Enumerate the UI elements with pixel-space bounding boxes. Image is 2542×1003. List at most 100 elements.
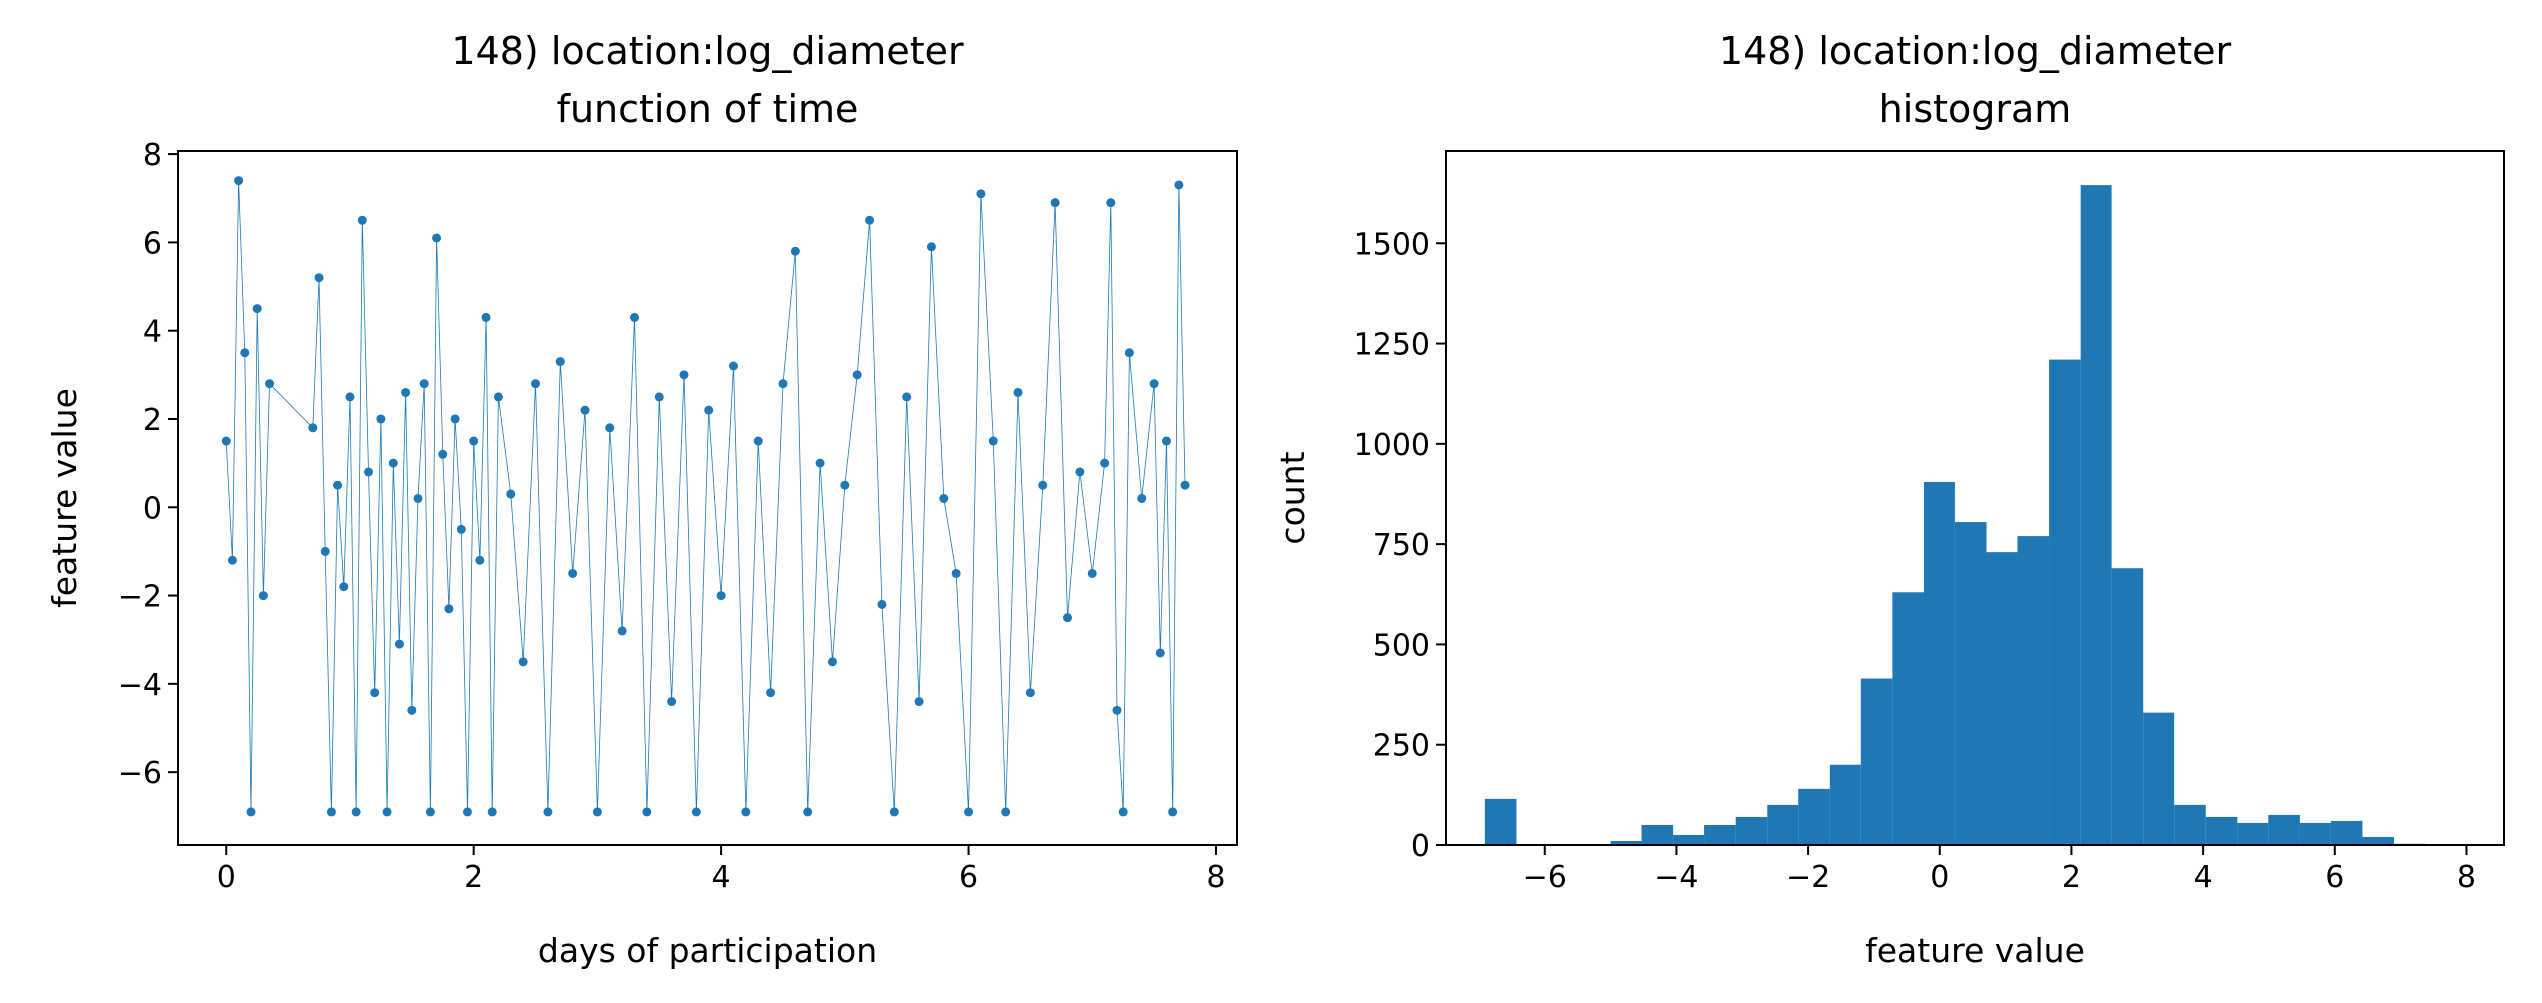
data-point: [704, 405, 714, 415]
data-point: [481, 312, 491, 322]
data-point: [1118, 807, 1128, 817]
data-point: [592, 807, 602, 817]
histogram-bar: [2268, 814, 2300, 845]
data-point: [1168, 807, 1178, 817]
data-point: [988, 436, 998, 446]
data-point: [964, 807, 974, 817]
data-point: [1063, 613, 1073, 623]
data-point: [227, 555, 237, 565]
y-tick-label: 0: [1411, 829, 1430, 864]
histogram-bar: [1767, 804, 1799, 845]
data-point: [518, 657, 528, 667]
data-point: [1087, 568, 1097, 578]
histogram-bar: [1986, 552, 2018, 845]
y-tick-label: 1000: [1354, 428, 1430, 463]
data-point: [803, 807, 813, 817]
data-point: [401, 387, 411, 397]
x-tick-label: 0: [1930, 860, 1949, 895]
y-tick-label: 1500: [1354, 227, 1430, 262]
histogram-bar: [1860, 678, 1893, 845]
data-point: [419, 379, 429, 389]
plot-area: [1484, 185, 2425, 845]
data-point: [543, 807, 553, 817]
data-point: [394, 639, 404, 649]
data-point: [1106, 198, 1116, 208]
y-axis-label: count: [1273, 451, 1312, 544]
data-point: [691, 807, 701, 817]
data-point: [333, 480, 343, 490]
data-point: [432, 233, 442, 243]
histogram-bar: [2299, 822, 2331, 845]
chart-title: 148) location:log_diameter: [451, 29, 964, 73]
data-point: [376, 414, 386, 424]
data-point: [1025, 688, 1035, 698]
plot-area: [221, 176, 1190, 817]
y-tick-label: 250: [1373, 729, 1430, 764]
histogram-bar: [2080, 185, 2112, 845]
data-point: [778, 379, 788, 389]
data-point: [265, 379, 275, 389]
histogram-bar: [1829, 764, 1861, 845]
data-point: [1161, 436, 1171, 446]
data-point: [902, 392, 912, 402]
data-point: [388, 458, 398, 468]
data-point: [252, 304, 262, 314]
data-point: [456, 524, 466, 534]
data-point: [382, 807, 392, 817]
histogram-bar: [1704, 824, 1736, 845]
x-tick-label: 6: [2325, 860, 2344, 895]
data-point: [221, 436, 231, 446]
histogram-bar: [2049, 359, 2081, 845]
histogram-bar: [2174, 804, 2206, 845]
data-point: [1112, 705, 1122, 715]
data-point: [444, 604, 454, 614]
y-tick-label: 750: [1373, 528, 1430, 563]
x-tick-label: 4: [2194, 860, 2213, 895]
histogram-bar: [1641, 824, 1674, 845]
chart-subtitle: function of time: [557, 87, 859, 131]
data-point: [877, 599, 887, 609]
data-point: [308, 423, 318, 433]
data-point: [1174, 180, 1184, 190]
data-point: [568, 568, 578, 578]
data-point: [951, 568, 961, 578]
histogram-bar: [2237, 822, 2269, 845]
data-point: [1155, 648, 1165, 658]
data-point: [326, 807, 336, 817]
axes-frame: [177, 150, 1238, 846]
y-axis-label: feature value: [45, 388, 84, 608]
y-tick-label: 0: [143, 491, 162, 526]
histogram-bar: [2143, 712, 2175, 845]
data-point: [679, 370, 689, 380]
data-point: [815, 458, 825, 468]
data-point: [438, 449, 448, 459]
data-point: [531, 379, 541, 389]
data-point: [728, 361, 738, 371]
data-point: [357, 215, 367, 225]
histogram-bar: [1954, 522, 1987, 845]
data-point: [258, 591, 268, 601]
axes-frame: [1445, 150, 2505, 846]
data-point: [716, 591, 726, 601]
data-point: [840, 480, 850, 490]
data-point: [1001, 807, 1011, 817]
data-point: [469, 436, 479, 446]
histogram-bar: [2111, 568, 2144, 845]
x-tick-label: 8: [1206, 860, 1225, 895]
data-point: [487, 807, 497, 817]
y-tick-label: 2: [143, 403, 162, 438]
data-point: [914, 697, 924, 707]
data-point: [407, 705, 417, 715]
histogram-bar: [1610, 840, 1642, 845]
data-point: [667, 697, 677, 707]
x-axis-label: feature value: [1865, 931, 2085, 970]
data-point: [790, 246, 800, 256]
histogram-bar: [1798, 788, 1830, 845]
histogram-bar: [2205, 816, 2238, 845]
data-point: [1075, 467, 1085, 477]
data-point: [1124, 348, 1134, 358]
data-point: [766, 688, 776, 698]
data-point: [1100, 458, 1110, 468]
data-point: [939, 493, 949, 503]
data-point: [339, 582, 349, 592]
